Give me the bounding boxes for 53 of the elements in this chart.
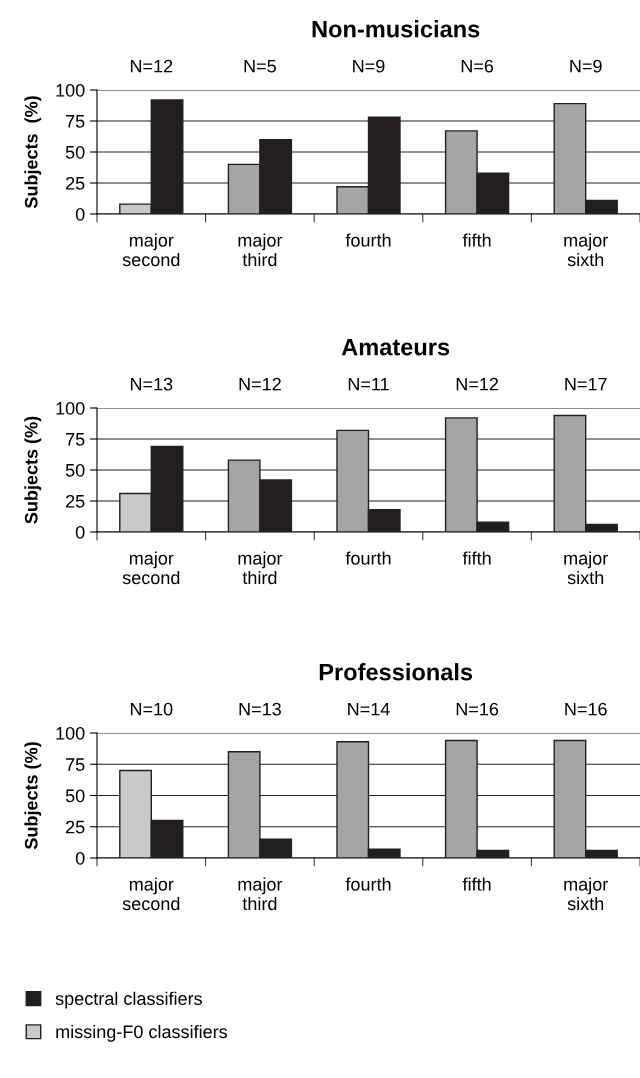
text: N=16 <box>456 702 499 716</box>
y-tick-label: 75 <box>66 433 85 446</box>
y-tick-label: 0 <box>75 851 85 865</box>
text: N=16 <box>565 702 607 716</box>
x-tick-label: fifth <box>462 233 491 247</box>
x-tick-label: major sixth <box>564 551 608 585</box>
text: N=9 <box>353 59 385 73</box>
y-tick-label: 25 <box>66 494 85 508</box>
y-axis-title: Subjects (%) <box>24 96 42 209</box>
y-tick-label: 0 <box>75 207 85 221</box>
y-tick-label: 100 <box>56 726 85 740</box>
chart-title: Non-musicians <box>312 20 480 38</box>
y-tick-label: 25 <box>66 176 85 190</box>
text: N=14 <box>348 702 390 716</box>
y-tick-label: 100 <box>56 401 85 415</box>
y-tick-label: 25 <box>66 820 85 834</box>
text: N=10 <box>130 702 173 716</box>
chart-title: Amateurs <box>341 338 450 356</box>
x-tick-label: major third <box>238 551 283 585</box>
y-tick-label: 50 <box>65 145 85 159</box>
x-tick-label: fifth <box>462 551 491 565</box>
x-tick-label: fourth <box>345 233 391 247</box>
text: N=13 <box>239 702 281 716</box>
text: N=13 <box>130 377 173 391</box>
chart-title: Professionals <box>319 663 473 681</box>
text: N=12 <box>239 377 281 391</box>
y-tick-label: 0 <box>75 525 85 539</box>
text: N=6 <box>461 59 494 73</box>
x-tick-label: major second <box>122 877 180 911</box>
y-tick-label: 50 <box>65 789 85 803</box>
x-tick-label: major third <box>238 233 283 267</box>
x-tick-label: major second <box>122 233 180 267</box>
text: N=5 <box>244 59 276 73</box>
x-tick-label: major sixth <box>564 233 608 267</box>
x-tick-label: major second <box>122 551 180 585</box>
y-axis-title: Subjects (%) <box>24 416 42 524</box>
y-axis-title: Subjects (%) <box>24 742 42 850</box>
text: N=11 <box>348 377 389 391</box>
x-tick-label: major third <box>238 877 283 911</box>
text: N=12 <box>130 59 173 73</box>
text: N=9 <box>570 59 602 73</box>
y-tick-label: 100 <box>56 83 85 97</box>
y-tick-label: 75 <box>66 115 85 128</box>
legend-label: spectral classifiers <box>55 991 202 1009</box>
x-tick-label: fifth <box>462 877 491 891</box>
legend-label: missing-F0 classifiers <box>56 1024 228 1042</box>
y-tick-label: 50 <box>65 463 85 477</box>
x-tick-label: fourth <box>345 877 391 891</box>
text: N=17 <box>565 377 607 391</box>
x-tick-label: major sixth <box>564 877 608 911</box>
y-tick-label: 75 <box>66 758 85 771</box>
text: N=12 <box>456 377 499 391</box>
x-tick-label: fourth <box>345 551 391 565</box>
